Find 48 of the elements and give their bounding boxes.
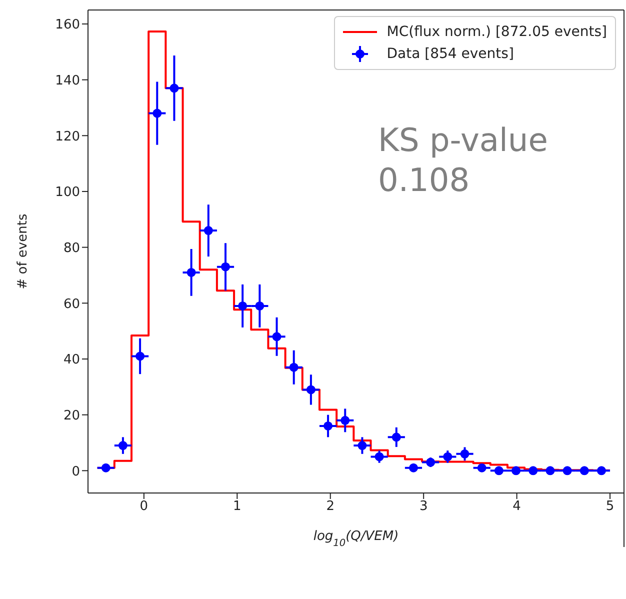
point [324,421,333,430]
x-tick-label: 2 [326,499,335,514]
point [426,458,436,467]
point [443,452,452,462]
y-tick-label: 60 [63,296,80,312]
y-tick-label: 80 [63,240,80,256]
x-tick-label: 0 [140,499,148,514]
annotation: KS p-value 0.108 [378,120,548,200]
point [152,108,162,118]
point [494,466,504,476]
point [512,466,521,476]
point [289,362,298,372]
point [238,301,248,310]
point [374,452,384,462]
point [255,301,264,310]
point [306,385,316,394]
legend-label: Data [854 events] [386,45,514,64]
point [562,466,572,476]
point [340,416,350,425]
point [392,432,401,442]
point [596,466,606,476]
point [460,449,470,458]
point [204,226,213,236]
point [580,466,589,476]
x-tick-label: 4 [512,499,521,514]
x-tick-label: 5 [606,499,614,514]
x-tick-label: 3 [419,499,428,514]
x-axis-title: log$_{10}$(Q/VEM) [313,529,399,548]
y-tick-label: 40 [63,352,80,368]
y-tick-label: 100 [55,185,80,200]
point [186,268,196,277]
point [272,332,282,342]
y-axis-title: # of events [16,214,31,290]
y-tick-label: 160 [55,18,80,33]
legend-label: MC(flux norm.) [872.05 events] [386,23,607,42]
y-tick-label: 120 [55,129,80,144]
point [546,466,555,476]
y-tick-label: 140 [55,73,80,88]
x-tick-label: 1 [233,499,242,514]
point [220,262,230,272]
point [408,463,418,472]
point [101,463,110,472]
point [170,84,179,93]
y-tick-label: 20 [63,408,80,424]
point [136,352,145,361]
y-tick-label: 0 [72,464,80,480]
point [528,466,538,476]
point [477,463,486,472]
